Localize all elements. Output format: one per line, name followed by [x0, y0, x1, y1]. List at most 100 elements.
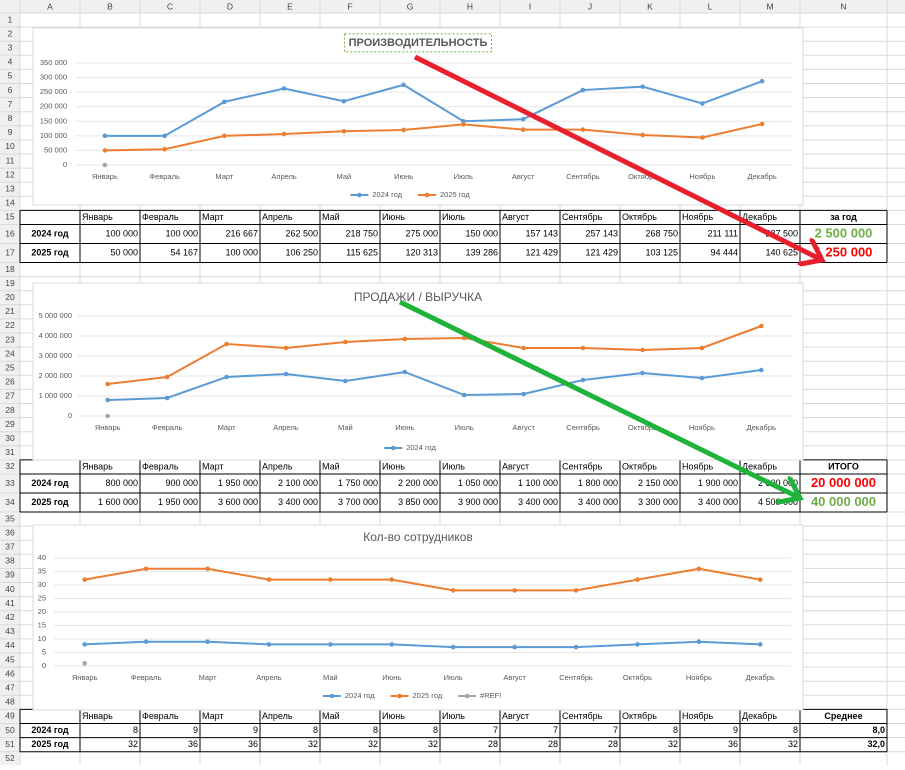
x-tick-label: Июнь [382, 673, 401, 682]
cell-value: 1 750 000 [338, 478, 378, 488]
data-point [162, 146, 167, 152]
data-point [521, 391, 526, 397]
row-number: 29 [5, 419, 15, 429]
column-letter: G [407, 1, 414, 11]
cell-value: 32 [668, 739, 678, 749]
cell-value: 28 [488, 739, 498, 749]
data-point [635, 577, 640, 582]
row-label: 2024 год [31, 478, 69, 488]
month-header: Октябрь [622, 461, 657, 471]
row-label: 2024 год [31, 725, 69, 735]
row-number: 35 [5, 513, 15, 523]
cell-value: 1 900 000 [698, 478, 738, 488]
row-label: 2025 год [31, 739, 69, 749]
cell-value: 211 111 [707, 228, 738, 238]
row-number: 30 [5, 433, 15, 443]
data-point [580, 87, 586, 93]
column-letter: F [347, 1, 352, 11]
cell-value: 3 850 000 [398, 497, 438, 507]
data-point [205, 639, 210, 644]
row-number: 26 [5, 377, 15, 387]
cell-value: 100 000 [165, 228, 198, 238]
y-tick-label: 40 [38, 553, 46, 562]
y-tick-label: 20 [38, 607, 46, 616]
cell-value: 1 800 000 [578, 478, 618, 488]
x-tick-label: Ноябрь [689, 172, 715, 181]
x-tick-label: Декабрь [748, 172, 777, 181]
x-tick-label: Октябрь [628, 423, 657, 432]
x-tick-label: Февраль [131, 673, 162, 682]
legend-swatch-dot [464, 693, 470, 699]
month-header: Январь [82, 461, 113, 471]
total-value: 32,0 [867, 739, 885, 749]
month-header: Декабрь [742, 711, 777, 721]
row-number: 8 [8, 113, 13, 123]
row-number: 12 [5, 169, 15, 179]
y-tick-label: 1 000 000 [39, 391, 72, 400]
row-label: 2025 год [31, 497, 69, 507]
row-number: 33 [5, 478, 15, 488]
row-number: 20 [5, 292, 15, 302]
month-header: Март [202, 461, 224, 471]
data-point [401, 82, 406, 88]
cell-value: 3 700 000 [338, 497, 378, 507]
cell-value: 1 600 000 [98, 497, 138, 507]
row-number: 14 [5, 198, 15, 208]
row-number: 41 [5, 598, 15, 608]
data-point [205, 566, 210, 572]
y-tick-label: 50 000 [44, 145, 67, 154]
row-number: 28 [5, 405, 15, 415]
table-bg [20, 709, 887, 752]
x-tick-label: Июль [444, 673, 463, 682]
cell-value: 9 [253, 725, 258, 735]
cell-value: 268 750 [645, 228, 678, 238]
cell-value: 150 000 [465, 228, 498, 238]
row-number: 1 [8, 14, 13, 24]
row-number: 25 [5, 363, 15, 373]
month-header: Январь [82, 212, 113, 222]
data-point [573, 644, 579, 650]
row-number: 21 [5, 306, 15, 316]
row-number: 38 [5, 556, 15, 566]
cell-value: 7 [493, 725, 498, 735]
row-number: 24 [5, 348, 15, 358]
month-header: Сентябрь [562, 461, 603, 471]
cell-value: 32 [128, 739, 138, 749]
row-number: 52 [5, 753, 15, 763]
cell-value: 275 000 [405, 228, 438, 238]
month-header: Январь [82, 711, 113, 721]
x-tick-label: Март [218, 423, 237, 432]
data-point [283, 345, 289, 351]
data-point [105, 413, 111, 419]
month-header: Август [502, 212, 529, 222]
data-point [700, 101, 705, 106]
data-point [105, 397, 111, 403]
x-tick-label: Январь [95, 423, 121, 432]
total-value: 2 500 000 [815, 225, 873, 240]
data-point [341, 98, 347, 104]
cell-value: 262 500 [285, 228, 318, 238]
data-point [640, 132, 645, 138]
cell-value: 1 950 000 [158, 497, 198, 507]
x-tick-label: Июнь [394, 172, 413, 181]
x-tick-label: Март [199, 673, 218, 682]
y-tick-label: 3 000 000 [39, 351, 72, 360]
month-header: Май [322, 711, 340, 721]
data-point [402, 336, 408, 342]
row-number: 18 [5, 264, 15, 274]
data-point [696, 639, 702, 644]
data-point [222, 133, 227, 139]
row-number: 4 [8, 57, 13, 67]
cell-value: 218 750 [345, 228, 378, 238]
total-header: за год [830, 212, 857, 222]
cell-value: 103 125 [645, 247, 678, 257]
legend-swatch-dot [397, 693, 402, 699]
legend-label: 2024 год [406, 443, 436, 452]
y-tick-label: 5 000 000 [39, 311, 72, 320]
data-point [635, 642, 640, 647]
data-point [757, 577, 763, 582]
cell-value: 4 500 000 [758, 497, 798, 507]
row-number: 17 [5, 247, 15, 257]
month-header: Сентябрь [562, 212, 603, 222]
